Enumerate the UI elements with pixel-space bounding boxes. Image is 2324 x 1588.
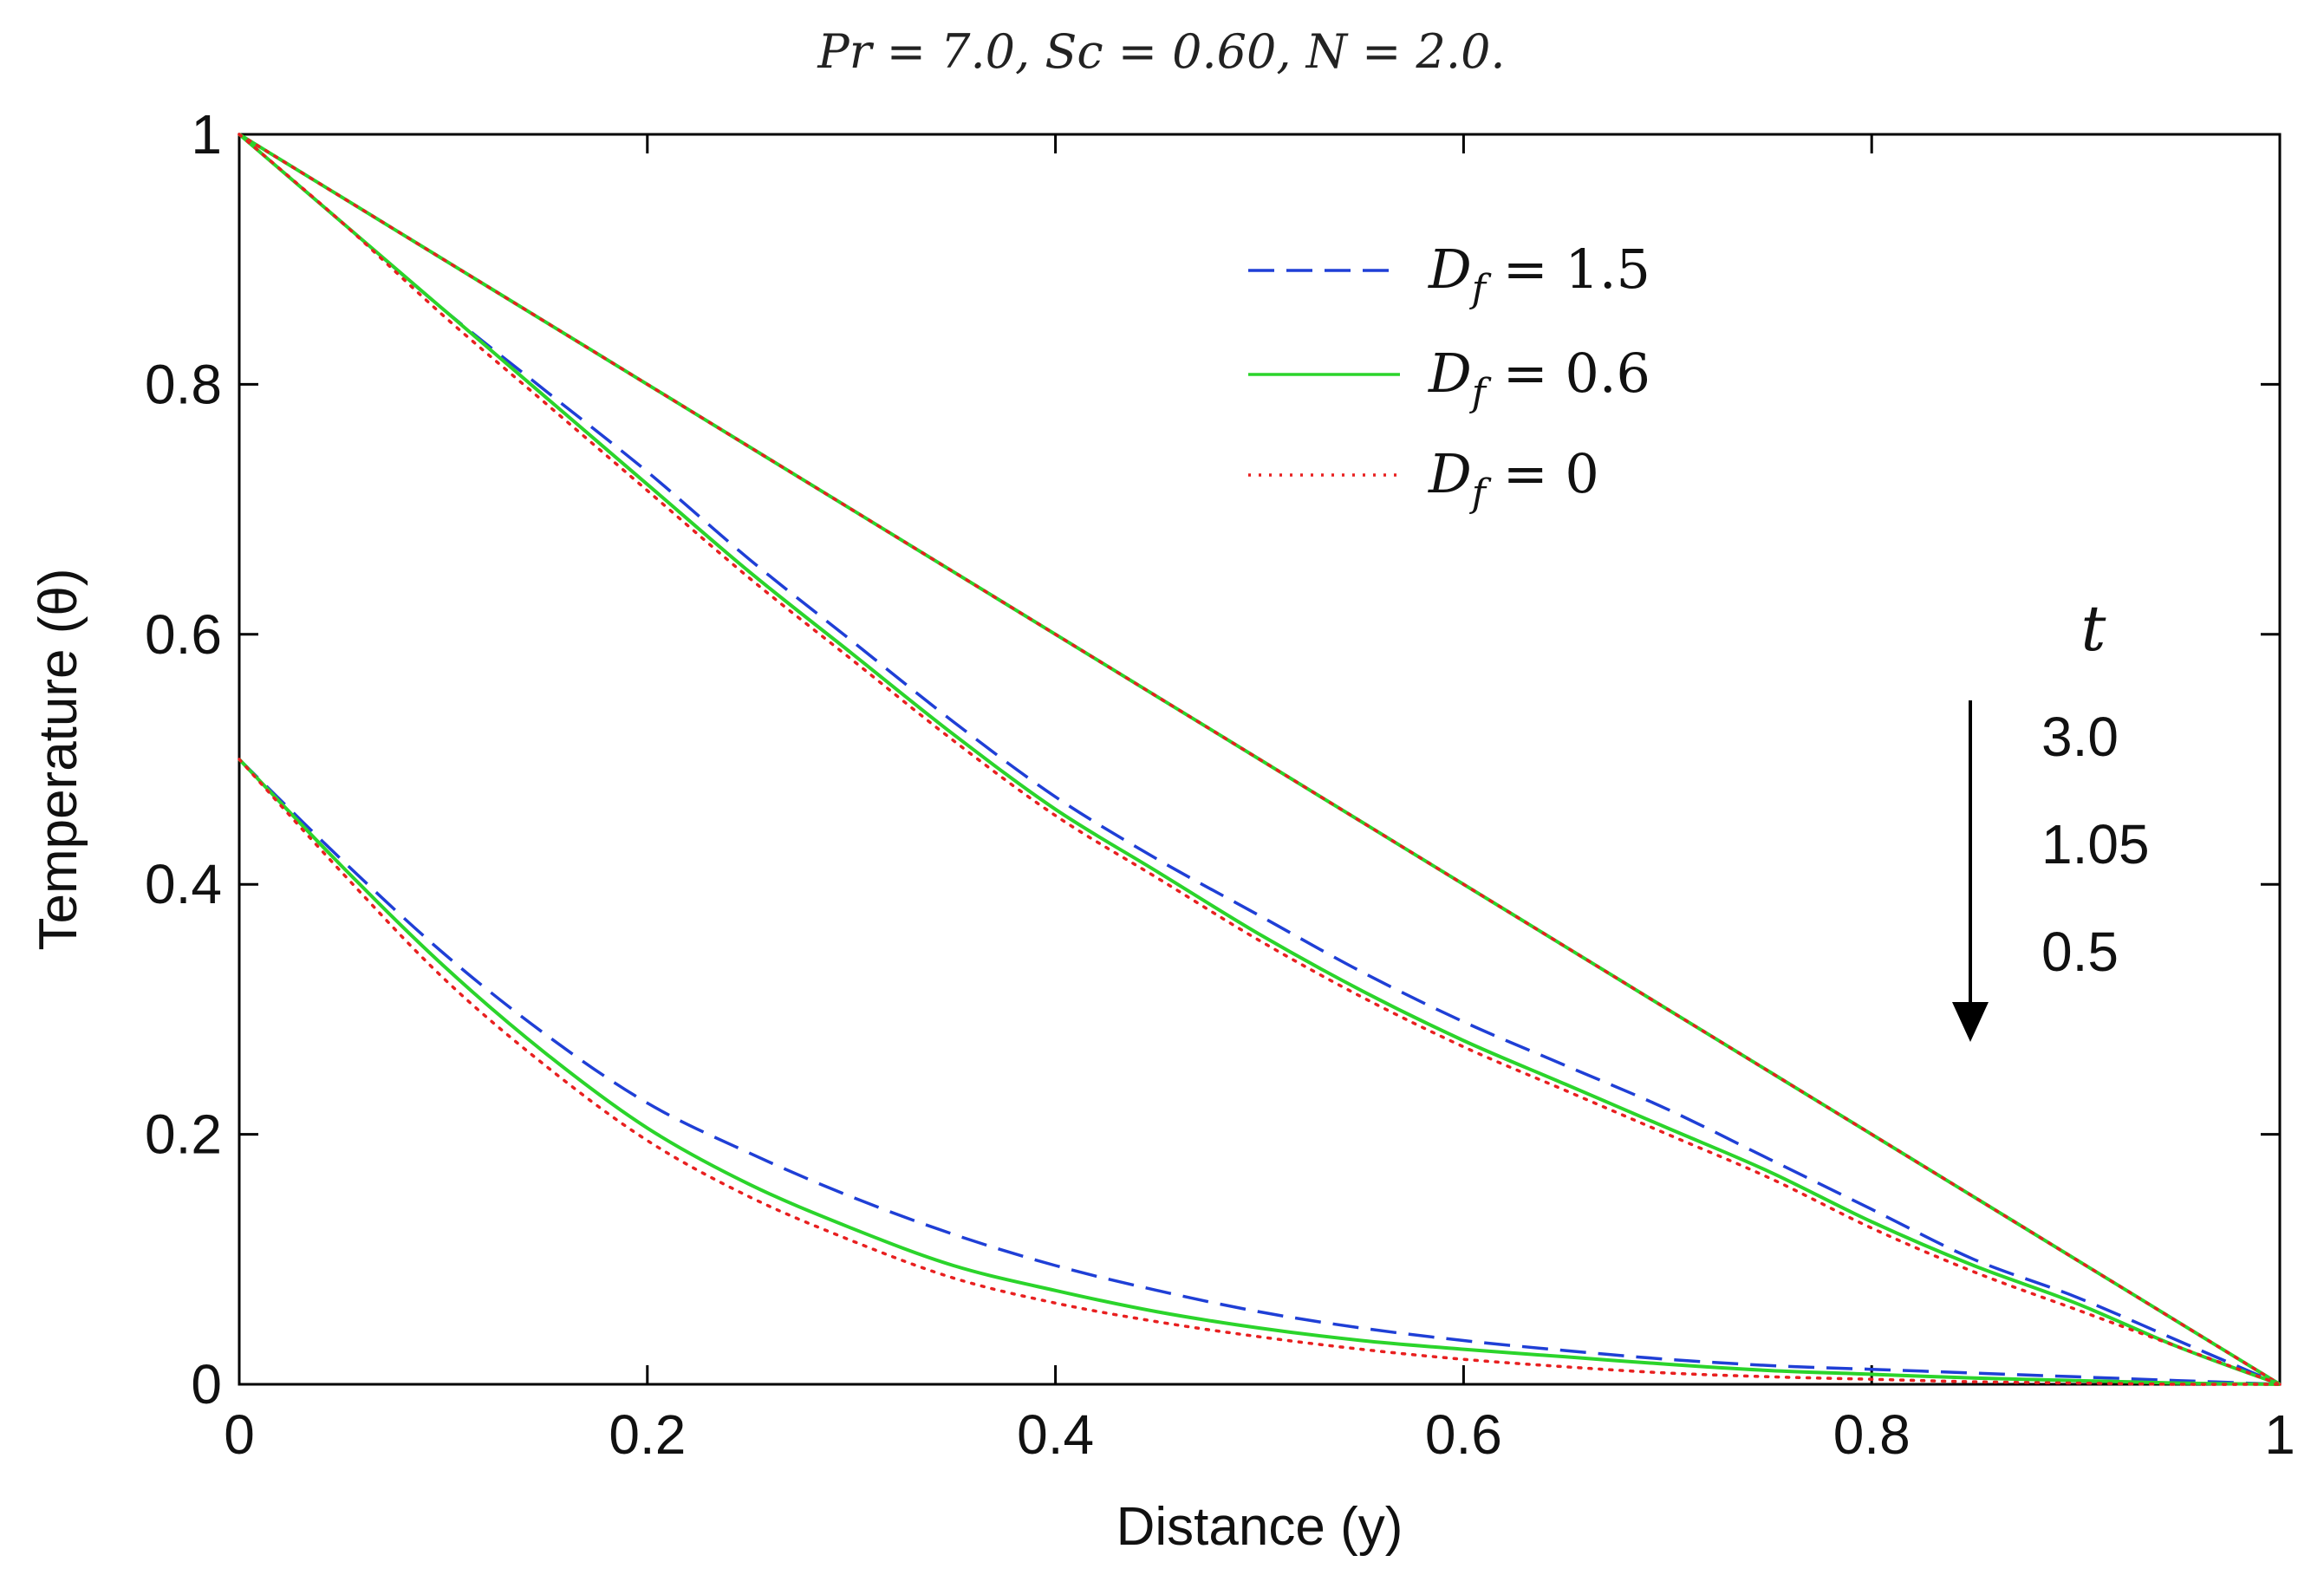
series-line-t0.5-dashed	[238, 758, 2281, 1386]
legend-label: Df = 0.6	[1428, 342, 1650, 415]
x-tick-label: 0.4	[1017, 1403, 1094, 1466]
series-lines	[238, 133, 2282, 1386]
annotation-value-2: 0.5	[2041, 921, 2119, 983]
chart-title: Pr = 7.0, Sc = 0.60, N = 2.0.	[817, 24, 1505, 79]
legend-label: Df = 1.5	[1428, 238, 1650, 311]
y-tick-label: 0.4	[145, 853, 222, 915]
x-tick-label: 0.8	[1833, 1403, 1911, 1466]
annotation-value-0: 3.0	[2041, 706, 2119, 768]
y-tick-label: 0.8	[145, 353, 222, 415]
series-line-t3.0-dotted	[238, 133, 2282, 1386]
x-tick-label: 0.2	[609, 1403, 686, 1466]
y-tick-label: 0.2	[145, 1103, 222, 1166]
legend-label: Df = 0	[1428, 442, 1599, 516]
down-arrow-head	[1952, 1002, 1989, 1042]
y-tick-label: 1	[191, 103, 222, 166]
legend: Df = 1.5 Df = 0.6 Df = 0	[1248, 238, 1650, 516]
series-line-t1.05-dotted	[238, 133, 2282, 1386]
x-tick-label: 0	[224, 1403, 255, 1466]
annotation-value-1: 1.05	[2041, 813, 2150, 875]
y-tick-label: 0.6	[145, 603, 222, 666]
y-axis-label: Temperature (θ)	[29, 568, 88, 950]
y-tick-label: 0	[191, 1353, 222, 1416]
series-line-t0.5-solid	[238, 758, 2281, 1386]
axis-ticks: 0 0.2 0.4 0.6 0.8 1 0 0.2 0.4 0.6 0.8 1	[145, 103, 2295, 1466]
time-annotation: t 3.0 1.05 0.5	[1952, 592, 2150, 1042]
series-line-t0.5-dotted	[238, 758, 2282, 1386]
series-line-t1.05-dashed	[238, 133, 2281, 1386]
x-axis-label: Distance (y)	[1116, 1497, 1403, 1557]
series-line-t1.05-solid	[238, 133, 2281, 1386]
annotation-variable: t	[2081, 592, 2107, 665]
x-tick-label: 1	[2264, 1403, 2295, 1466]
x-tick-label: 0.6	[1425, 1403, 1502, 1466]
